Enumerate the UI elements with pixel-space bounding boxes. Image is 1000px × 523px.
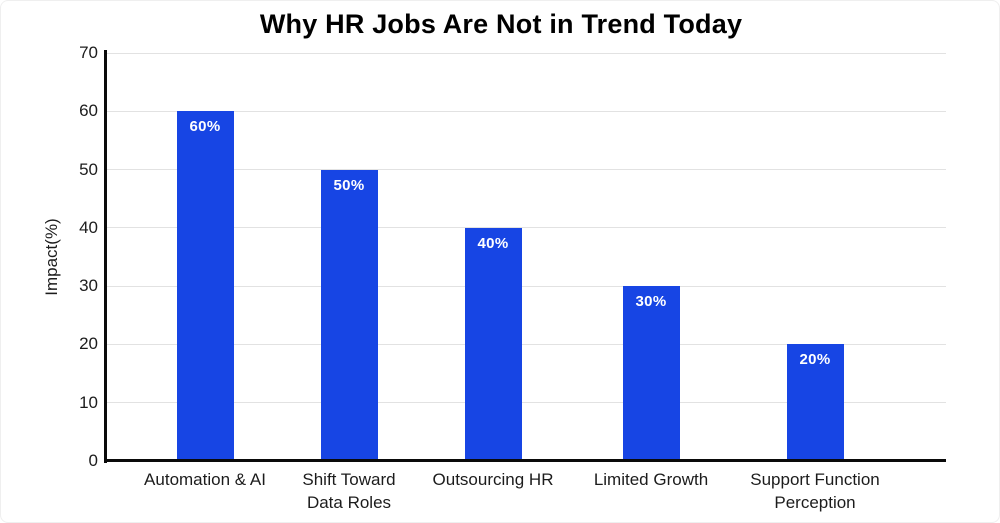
bar: 50% [320, 169, 378, 461]
gridline [107, 169, 946, 171]
y-tick-label: 60 [79, 101, 98, 121]
bar-value-label: 20% [799, 351, 831, 369]
y-tick-label: 30 [79, 276, 98, 296]
x-axis-label: Automation & AI [144, 470, 266, 489]
y-tick-label: 40 [79, 217, 98, 237]
bar: 60% [176, 111, 234, 461]
x-axis-label: Shift Toward Data Roles [302, 470, 396, 512]
gridline [107, 227, 946, 229]
bar: 20% [786, 344, 844, 461]
gridline [107, 52, 946, 54]
bar-value-label: 40% [477, 234, 509, 252]
gridline [107, 343, 946, 345]
y-tick-label: 10 [79, 392, 98, 412]
x-axis-line [104, 459, 946, 462]
chart-title: Why HR Jobs Are Not in Trend Today [259, 9, 743, 39]
gridline [107, 285, 946, 287]
y-axis-line [104, 50, 107, 463]
y-tick-label: 70 [79, 43, 98, 62]
y-tick-label: 50 [79, 159, 98, 179]
bar: 30% [622, 286, 680, 461]
gridline [107, 402, 946, 404]
bar: 40% [464, 227, 522, 461]
y-axis-title: Impact(%) [42, 218, 61, 296]
x-axis-label: Support Function Perception [750, 470, 880, 512]
bar-value-label: 60% [189, 118, 221, 136]
bar-value-label: 30% [635, 293, 667, 311]
bar-value-label: 50% [333, 176, 365, 194]
x-axis-label: Outsourcing HR [432, 470, 554, 489]
gridline [107, 110, 946, 112]
y-tick-label: 0 [88, 451, 98, 470]
y-tick-label: 20 [79, 334, 98, 354]
x-axis-label: Limited Growth [593, 470, 709, 489]
